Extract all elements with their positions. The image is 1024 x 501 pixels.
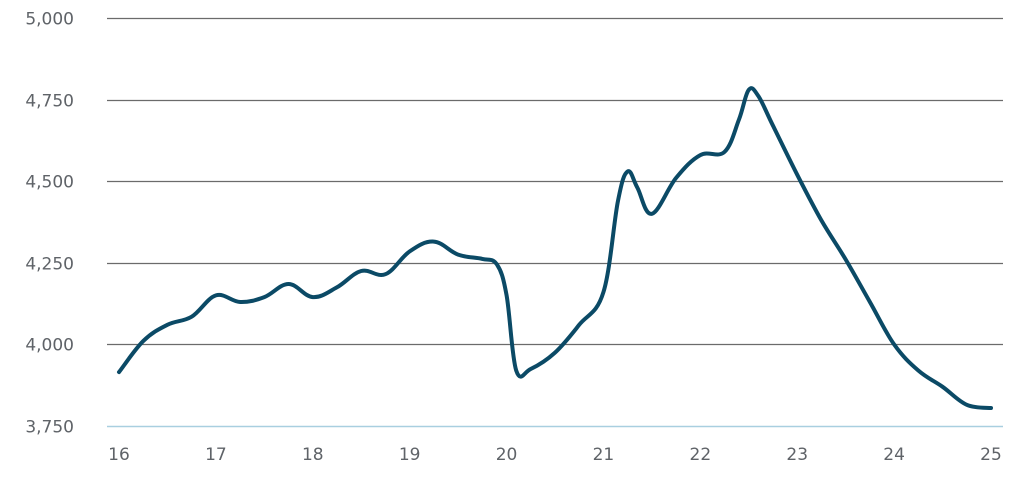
x-tick-label: 23 [786,445,808,465]
y-tick-label: 4,750 [25,92,74,112]
x-tick-label: 18 [302,445,324,465]
x-tick-label: 25 [980,445,1002,465]
x-tick-label: 24 [883,445,905,465]
gridlines [107,17,1003,428]
x-tick-label: 16 [108,445,130,465]
x-tick-label: 21 [593,445,615,465]
series-lines [117,86,993,410]
y-tick-label: 4,000 [25,336,74,356]
x-tick-label: 20 [496,445,518,465]
y-tick-label: 4,250 [25,255,74,275]
y-tick-label: 4,500 [25,173,74,193]
y-axis-tick-labels: 3,750 4,000 4,250 4,500 4,750 5,000 [25,10,74,438]
x-tick-label: 19 [399,445,421,465]
y-tick-label: 3,750 [25,418,74,438]
series-line-0 [117,86,993,410]
x-tick-label: 22 [690,445,712,465]
x-axis-tick-labels: 16 17 18 19 20 21 22 23 24 25 [108,445,1002,465]
x-tick-label: 17 [205,445,227,465]
y-tick-label: 5,000 [25,10,74,30]
